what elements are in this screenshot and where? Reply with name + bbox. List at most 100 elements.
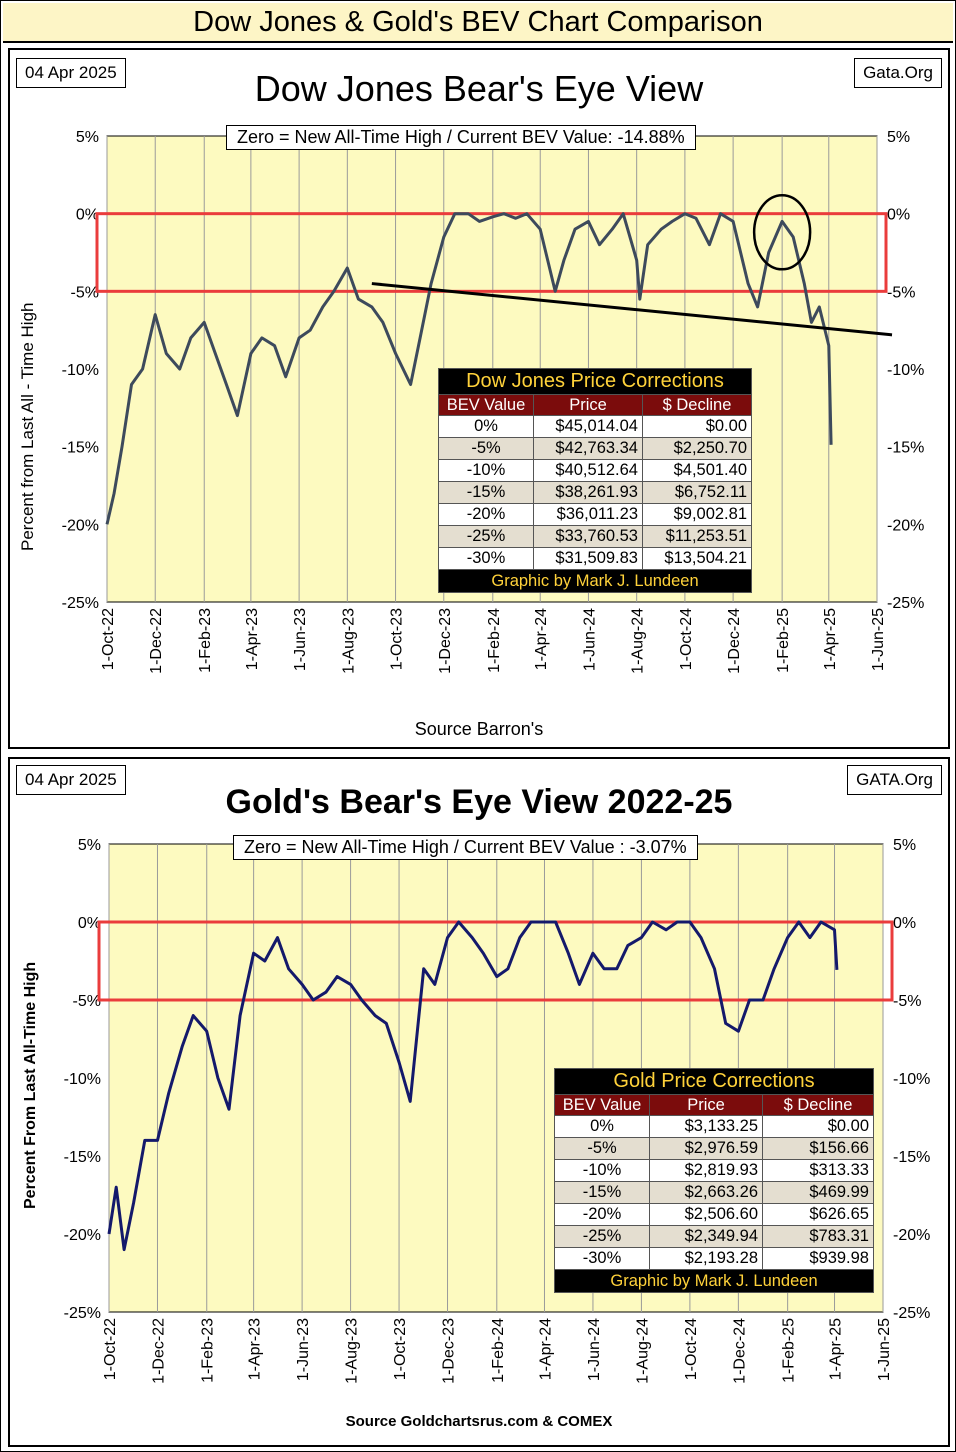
x-tick-label: 1-Feb-25 bbox=[781, 1318, 798, 1383]
x-tick-label: 1-Apr-25 bbox=[822, 608, 839, 670]
page-title: Dow Jones & Gold's BEV Chart Comparison bbox=[3, 3, 953, 43]
x-tick-label: 1-Apr-23 bbox=[244, 608, 261, 670]
x-tick-label: 1-Aug-24 bbox=[634, 1318, 651, 1384]
x-tick-label: 1-Aug-23 bbox=[340, 608, 357, 674]
bev-series-line bbox=[105, 212, 833, 525]
x-tick-label: 1-Dec-24 bbox=[731, 1318, 748, 1384]
table-row: -30% $2,193.28 $939.98 bbox=[554, 1247, 874, 1270]
dow-zero-label: Zero = New All-Time High / Current BEV V… bbox=[226, 125, 696, 150]
table-row: 0% $45,014.04 $0.00 bbox=[438, 415, 752, 438]
dow-table-footer: Graphic by Mark J. Lundeen bbox=[438, 569, 752, 593]
table-row: -5% $2,976.59 $156.66 bbox=[554, 1137, 874, 1160]
table-row: -20% $2,506.60 $626.65 bbox=[554, 1203, 874, 1226]
zero-to-minus5-box bbox=[97, 920, 894, 1002]
table-row: -30% $31,509.83 $13,504.21 bbox=[438, 547, 752, 570]
x-tick-label: 1-Oct-22 bbox=[102, 1318, 119, 1380]
gold-source-tag: GATA.Org bbox=[847, 765, 942, 795]
x-tick-label: 1-Jun-24 bbox=[581, 608, 598, 671]
y-tick-label-left: -20% bbox=[62, 517, 99, 534]
table-row: -25% $2,349.94 $783.31 bbox=[554, 1225, 874, 1248]
dow-col-header: $ Decline bbox=[642, 394, 752, 416]
x-tick-label: 1-Feb-24 bbox=[486, 608, 503, 673]
y-tick-label-left: 5% bbox=[78, 837, 101, 854]
x-tick-label: 1-Dec-23 bbox=[437, 608, 454, 674]
dow-source-tag: Gata.Org bbox=[854, 58, 942, 88]
gold-source-label: Source Goldchartsrus.com & COMEX bbox=[345, 1413, 613, 1430]
y-tick-label-right: -15% bbox=[893, 1149, 930, 1166]
x-tick-label: 1-Oct-24 bbox=[683, 1318, 700, 1380]
table-row: -20% $36,011.23 $9,002.81 bbox=[438, 503, 752, 526]
table-row: -15% $38,261.93 $6,752.11 bbox=[438, 481, 752, 504]
y-tick-label-left: -15% bbox=[62, 440, 99, 457]
gold-chart-svg: 1-Oct-22 1-Dec-22 1-Feb-23 1-Apr-23 1-Jun-23… bbox=[64, 837, 931, 1384]
table-row: -5% $42,763.34 $2,250.70 bbox=[438, 437, 752, 460]
x-tick-label: 1-Feb-23 bbox=[197, 608, 214, 673]
dow-y-axis-label: Percent from Last All - Time High bbox=[18, 302, 37, 551]
gold-zero-label: Zero = New All-Time High / Current BEV V… bbox=[233, 835, 698, 860]
x-tick-label: 1-Oct-23 bbox=[392, 1318, 409, 1380]
y-tick-label-left: 0% bbox=[78, 915, 101, 932]
gold-corrections-table: Gold Price Corrections BEV Value Price $… bbox=[554, 1068, 874, 1293]
x-tick-label: 1-Oct-24 bbox=[678, 608, 695, 670]
x-tick-label: 1-Aug-23 bbox=[344, 1318, 361, 1384]
table-row: -10% $40,512.64 $4,501.40 bbox=[438, 459, 752, 482]
y-tick-label-left: -15% bbox=[64, 1149, 101, 1166]
dow-corrections-table: Dow Jones Price Corrections BEV Value Pr… bbox=[438, 368, 752, 593]
x-tick-label: 1-Feb-25 bbox=[775, 608, 792, 673]
y-tick-label-left: -10% bbox=[64, 1071, 101, 1088]
x-tick-label: 1-Dec-24 bbox=[726, 608, 743, 674]
y-tick-label-right: 5% bbox=[893, 837, 916, 854]
y-tick-label-right: -5% bbox=[893, 993, 921, 1010]
y-tick-label-right: 5% bbox=[887, 129, 910, 146]
dow-source-label: Source Barron's bbox=[414, 719, 544, 739]
gold-y-axis-label: Percent From Last All-Time High bbox=[22, 961, 39, 1209]
y-tick-label-right: 0% bbox=[893, 915, 916, 932]
gold-chart-panel: 04 Apr 2025 GATA.Org Gold's Bear's Eye V… bbox=[8, 757, 950, 1447]
x-tick-label: 1-Feb-24 bbox=[490, 1318, 507, 1383]
x-tick-label: 1-Oct-22 bbox=[100, 608, 117, 670]
y-tick-label-right: -25% bbox=[893, 1305, 930, 1322]
y-tick-label-left: 0% bbox=[76, 207, 99, 224]
y-tick-label-left: -20% bbox=[64, 1227, 101, 1244]
x-tick-label: 1-Feb-23 bbox=[200, 1318, 217, 1383]
gold-col-header: $ Decline bbox=[762, 1094, 874, 1116]
x-tick-label: 1-Oct-23 bbox=[389, 608, 406, 670]
y-tick-label-right: -10% bbox=[893, 1071, 930, 1088]
x-tick-label: 1-Apr-25 bbox=[828, 1318, 845, 1380]
y-tick-label-right: -25% bbox=[887, 595, 924, 612]
y-tick-label-left: -10% bbox=[62, 362, 99, 379]
y-tick-label-right: -20% bbox=[893, 1227, 930, 1244]
x-tick-label: 1-Jun-23 bbox=[295, 1318, 312, 1381]
y-tick-label-right: -5% bbox=[887, 284, 915, 301]
x-tick-label: 1-Jun-25 bbox=[876, 1318, 893, 1381]
x-tick-label: 1-Jun-23 bbox=[292, 608, 309, 671]
trend-line bbox=[371, 282, 893, 337]
y-tick-label-left: -5% bbox=[71, 284, 99, 301]
x-tick-label: 1-Apr-24 bbox=[537, 1318, 554, 1380]
table-row: 0% $3,133.25 $0.00 bbox=[554, 1115, 874, 1138]
dow-col-header: Price bbox=[533, 394, 643, 416]
x-tick-label: 1-Aug-24 bbox=[630, 608, 647, 674]
dow-table-title: Dow Jones Price Corrections bbox=[438, 368, 752, 395]
y-tick-label-right: -20% bbox=[887, 517, 924, 534]
gold-table-footer: Graphic by Mark J. Lundeen bbox=[554, 1269, 874, 1293]
gold-table-title: Gold Price Corrections bbox=[554, 1068, 874, 1095]
dow-chart-panel: 04 Apr 2025 Gata.Org Dow Jones Bear's Ey… bbox=[8, 48, 950, 749]
highlight-circle bbox=[752, 194, 812, 271]
dow-chart-title: Dow Jones Bear's Eye View bbox=[254, 68, 704, 109]
y-tick-label-right: -15% bbox=[887, 440, 924, 457]
y-tick-label-left: 5% bbox=[76, 129, 99, 146]
zero-to-minus5-box bbox=[95, 212, 888, 293]
y-tick-label-left: -25% bbox=[64, 1305, 101, 1322]
table-row: -25% $33,760.53 $11,253.51 bbox=[438, 525, 752, 548]
dow-date-label: 04 Apr 2025 bbox=[16, 58, 126, 88]
gold-chart-title: Gold's Bear's Eye View 2022-25 bbox=[225, 783, 733, 821]
x-tick-label: 1-Dec-22 bbox=[150, 1318, 167, 1384]
gold-col-header: Price bbox=[649, 1094, 763, 1116]
table-row: -10% $2,819.93 $313.33 bbox=[554, 1159, 874, 1182]
x-tick-label: 1-Dec-22 bbox=[148, 608, 165, 674]
gold-col-header: BEV Value bbox=[554, 1094, 650, 1116]
y-tick-label-right: -10% bbox=[887, 362, 924, 379]
x-tick-label: 1-Apr-23 bbox=[247, 1318, 264, 1380]
